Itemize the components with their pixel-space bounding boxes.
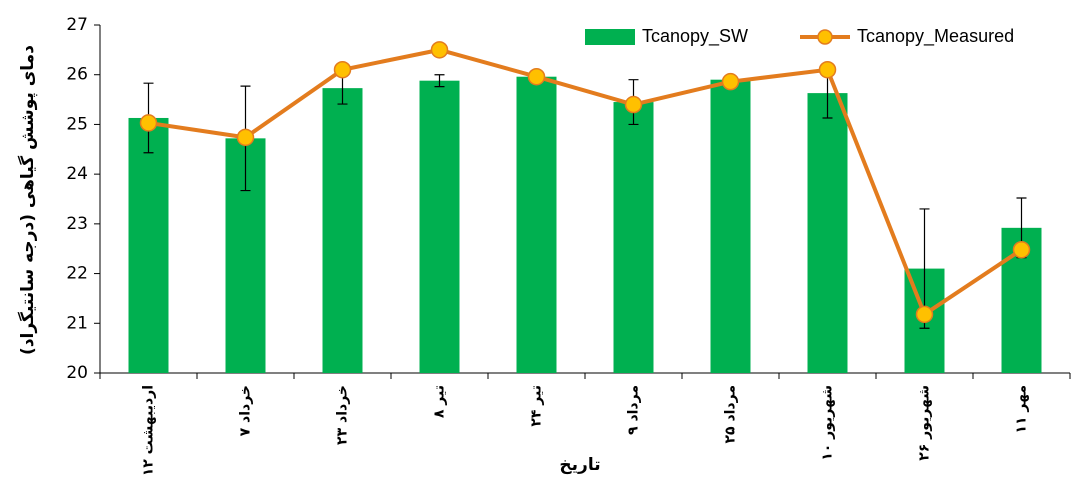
legend-marker xyxy=(817,29,833,45)
y-tick-label: 21 xyxy=(66,313,88,333)
x-tick-label: ۲۴ تیر xyxy=(529,385,545,427)
x-axis-title: تاریخ xyxy=(559,455,600,475)
x-tick-label: ۱۲ اردیبهشت xyxy=(141,385,157,476)
marker xyxy=(430,41,449,59)
x-tick-label: ۷ خرداد xyxy=(238,385,254,436)
x-tick-label: ۲۳ خرداد xyxy=(335,385,351,445)
x-tick-label: ۹ مرداد xyxy=(626,385,642,435)
y-tick-label: 25 xyxy=(66,114,88,134)
legend-swatch xyxy=(585,29,635,45)
x-tick-label: ۱۱ مهر xyxy=(1014,385,1030,434)
marker xyxy=(818,60,837,79)
legend-label: Tcanopy_Measured xyxy=(857,26,1014,47)
bar xyxy=(516,76,557,374)
marker xyxy=(915,305,934,324)
line xyxy=(148,47,1023,318)
bar xyxy=(322,88,363,373)
error-bar xyxy=(434,74,445,88)
marker xyxy=(236,128,255,147)
bar xyxy=(419,80,460,374)
marker xyxy=(139,114,158,132)
y-tick-label: 23 xyxy=(66,214,88,234)
bar xyxy=(128,117,169,373)
y-tick-label: 24 xyxy=(66,164,88,184)
marker xyxy=(527,67,546,86)
marker xyxy=(721,72,740,91)
x-tick-label: ۲۵ مرداد xyxy=(723,385,739,444)
marker xyxy=(624,95,643,114)
y-axis-title: دمای پوشش گیاهی (درجه سانتیگراد) xyxy=(17,45,38,355)
x-tick-label: ۲۶ شهریور xyxy=(917,385,933,461)
marker xyxy=(1012,240,1031,259)
y-tick-label: 22 xyxy=(66,264,88,284)
x-tick-label: ۱۰ شهریور xyxy=(820,385,836,461)
y-tick-label: 20 xyxy=(66,363,88,383)
bar xyxy=(613,102,654,374)
bar xyxy=(710,79,751,373)
y-tick-label: 27 xyxy=(66,15,88,35)
y-tick-label: 26 xyxy=(66,65,88,85)
x-tick-label: ۸ تیر xyxy=(432,385,448,418)
legend-label: Tcanopy_SW xyxy=(642,26,748,47)
bar xyxy=(807,93,848,373)
marker xyxy=(333,60,352,79)
